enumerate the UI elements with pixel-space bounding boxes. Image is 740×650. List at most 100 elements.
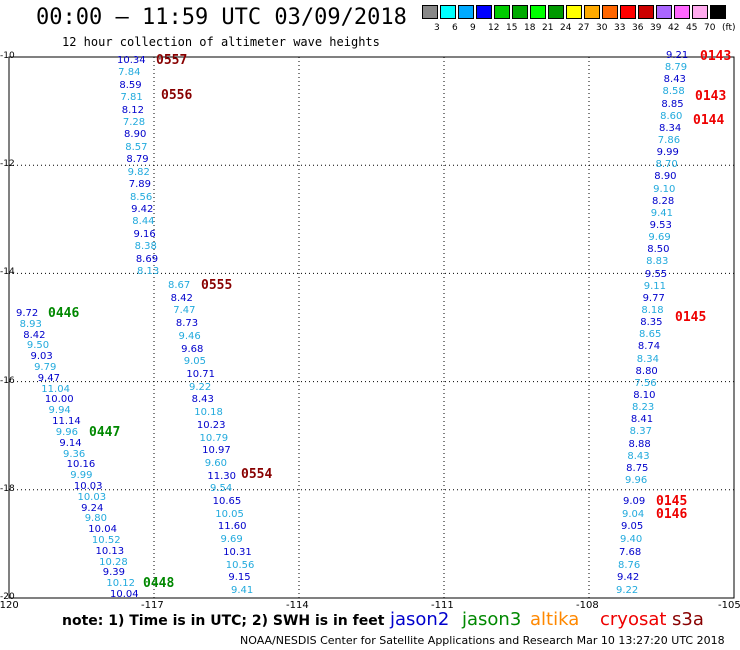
scale-label: (ft) [722, 23, 736, 33]
wave-height-value: 10.04 [110, 589, 139, 600]
wave-height-value: 8.69 [135, 253, 159, 265]
scale-label: 18 [524, 23, 536, 33]
wave-height-value: 9.94 [48, 405, 71, 417]
wave-height-value: 8.50 [647, 244, 670, 256]
wave-height-value: 8.59 [119, 79, 142, 91]
wave-height-value: 9.69 [220, 534, 243, 546]
lat-tick-label: -12 [0, 159, 15, 170]
pass-label: 0447 [89, 425, 121, 440]
wave-height-value: 10.79 [199, 432, 229, 444]
wave-height-value: 8.88 [628, 438, 651, 450]
wave-height-value: 8.35 [640, 317, 663, 329]
wave-height-value: 9.77 [642, 292, 665, 304]
scale-label: 24 [560, 23, 572, 33]
scale-label: 36 [632, 23, 644, 33]
lat-lon-grid [8, 56, 735, 599]
wave-height-value: 9.40 [620, 534, 643, 546]
scale-swatch [638, 5, 654, 19]
pass-label: 0144 [693, 113, 725, 128]
scale-label: 30 [596, 23, 608, 33]
wave-height-value: 8.13 [137, 266, 160, 277]
lat-tick-label: -20 [0, 592, 15, 602]
wave-height-value: 10.04 [88, 524, 117, 536]
wave-height-value: 8.42 [170, 292, 193, 304]
scale-swatch [422, 5, 438, 19]
wave-height-value: 8.10 [633, 390, 656, 401]
wave-height-value: 9.80 [84, 513, 107, 525]
wave-height-value: 9.60 [204, 457, 228, 469]
wave-height-value: 10.12 [106, 578, 136, 590]
wave-height-value: 11.30 [207, 470, 237, 482]
wave-height-value: 8.85 [661, 98, 684, 110]
wave-height-value: 9.03 [30, 351, 53, 363]
wave-height-value: 8.34 [636, 353, 659, 365]
pass-label: 0143 [700, 49, 732, 64]
pass-label: 0557 [156, 53, 188, 68]
scale-label: 42 [668, 23, 680, 33]
lon-tick-label: -111 [431, 600, 454, 611]
wave-height-value: 9.53 [649, 220, 672, 231]
wave-height-value: 9.68 [181, 343, 204, 355]
scale-swatch [602, 5, 618, 19]
wave-height-value: 9.42 [617, 572, 640, 584]
pass-label: 0143 [695, 89, 727, 104]
wave-height-value: 8.43 [663, 74, 686, 86]
wave-height-value: 7.28 [122, 117, 146, 129]
wave-height-value: 7.81 [120, 92, 143, 104]
wave-height-value: 8.79 [126, 154, 149, 166]
wave-height-value: 10.65 [212, 496, 242, 508]
scale-swatch [440, 5, 456, 19]
wave-height-value: 9.39 [102, 567, 126, 579]
wave-height-value: 9.42 [131, 203, 154, 215]
wave-height-value: 8.90 [654, 171, 677, 183]
scale-swatch [494, 5, 510, 19]
wave-height-value: 9.72 [16, 308, 39, 319]
page-title: 00:00 – 11:59 UTC 03/09/2018 [36, 5, 407, 30]
scale-label: 12 [488, 23, 500, 33]
scale-swatch [512, 5, 528, 19]
lat-tick-label: -14 [0, 267, 15, 278]
wave-height-value: 9.09 [623, 496, 646, 507]
pass-label: 0146 [656, 507, 688, 522]
wave-height-value: 10.05 [215, 508, 244, 520]
lat-tick-label: -18 [0, 483, 15, 494]
wave-height-value: 8.28 [651, 195, 675, 207]
wave-height-value: 11.14 [52, 416, 81, 428]
wave-height-value: 8.23 [632, 402, 655, 414]
scale-label: 27 [578, 23, 590, 33]
lon-tick-label: -108 [576, 600, 599, 611]
wave-height-value: 10.18 [194, 407, 223, 419]
wave-height-value: 8.90 [124, 129, 147, 141]
wave-height-value: 8.38 [134, 241, 157, 253]
wave-height-value: 9.41 [231, 585, 254, 596]
pass-label: 0446 [48, 306, 80, 321]
scale-swatch [458, 5, 474, 19]
scale-swatch [584, 5, 600, 19]
wave-height-value: 9.69 [648, 232, 671, 244]
wave-height-value: 9.46 [178, 330, 201, 342]
pass-label: 0145 [656, 494, 688, 509]
scale-label: 33 [614, 23, 626, 33]
scale-label: 6 [452, 23, 458, 33]
wave-height-value: 10.34 [117, 55, 146, 66]
wave-height-value: 8.73 [175, 318, 199, 330]
wave-height-value: 9.47 [37, 372, 60, 384]
wave-height-value: 7.86 [657, 135, 681, 146]
wave-height-value: 10.52 [91, 534, 121, 546]
wave-height-value: 8.76 [618, 559, 641, 571]
wave-height-value: 10.03 [73, 480, 103, 492]
wave-height-value: 8.43 [627, 450, 650, 462]
scale-swatch [566, 5, 582, 19]
wave-height-value: 10.28 [99, 556, 128, 568]
wave-height-value: 8.79 [664, 62, 688, 74]
wave-height-value: 9.14 [59, 437, 82, 449]
wave-height-value: 9.54 [210, 483, 233, 495]
page-subtitle: 12 hour collection of altimeter wave hei… [62, 35, 380, 49]
wave-height-value: 9.22 [189, 381, 212, 393]
wave-height-value: 8.93 [19, 318, 42, 330]
wave-height-value: 8.18 [641, 305, 664, 316]
lon-tick-label: -120 [0, 600, 19, 611]
wave-height-value: 8.60 [660, 110, 683, 122]
wave-height-value: 8.42 [23, 329, 46, 341]
lat-tick-label: -10 [0, 51, 15, 61]
